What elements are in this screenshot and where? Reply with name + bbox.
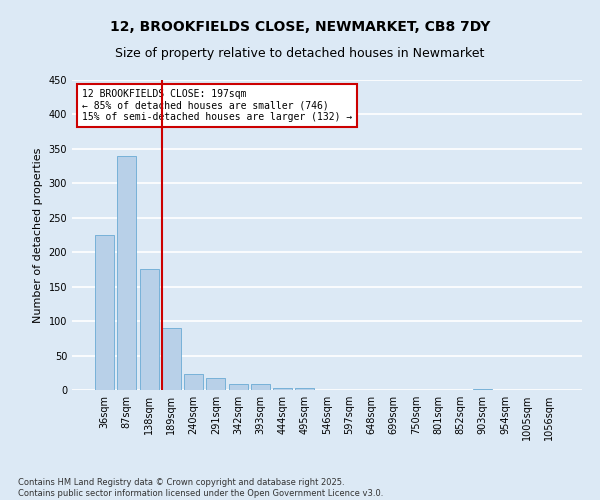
Bar xyxy=(162,328,181,390)
Bar xyxy=(206,378,225,390)
Text: 12, BROOKFIELDS CLOSE, NEWMARKET, CB8 7DY: 12, BROOKFIELDS CLOSE, NEWMARKET, CB8 7D… xyxy=(110,20,490,34)
Bar xyxy=(251,384,270,390)
Bar xyxy=(118,156,136,390)
Text: Size of property relative to detached houses in Newmarket: Size of property relative to detached ho… xyxy=(115,48,485,60)
Text: 12 BROOKFIELDS CLOSE: 197sqm
← 85% of detached houses are smaller (746)
15% of s: 12 BROOKFIELDS CLOSE: 197sqm ← 85% of de… xyxy=(82,90,352,122)
Y-axis label: Number of detached properties: Number of detached properties xyxy=(33,148,43,322)
Bar xyxy=(295,388,314,390)
Bar xyxy=(229,384,248,390)
Bar xyxy=(273,388,292,390)
Text: Contains HM Land Registry data © Crown copyright and database right 2025.
Contai: Contains HM Land Registry data © Crown c… xyxy=(18,478,383,498)
Bar xyxy=(473,388,492,390)
Bar xyxy=(95,235,114,390)
Bar xyxy=(184,374,203,390)
Bar xyxy=(140,270,158,390)
